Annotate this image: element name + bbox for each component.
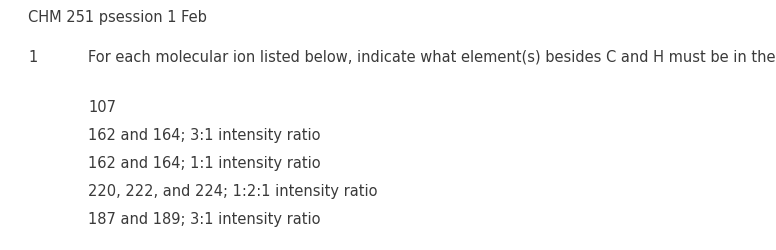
- Text: 220, 222, and 224; 1:2:1 intensity ratio: 220, 222, and 224; 1:2:1 intensity ratio: [88, 183, 377, 198]
- Text: For each molecular ion listed below, indicate what element(s) besides C and H mu: For each molecular ion listed below, ind…: [88, 50, 776, 65]
- Text: 187 and 189; 3:1 intensity ratio: 187 and 189; 3:1 intensity ratio: [88, 211, 320, 226]
- Text: 107: 107: [88, 100, 116, 114]
- Text: 162 and 164; 3:1 intensity ratio: 162 and 164; 3:1 intensity ratio: [88, 128, 320, 142]
- Text: 1: 1: [28, 50, 37, 65]
- Text: 162 and 164; 1:1 intensity ratio: 162 and 164; 1:1 intensity ratio: [88, 156, 320, 170]
- Text: CHM 251 psession 1 Feb: CHM 251 psession 1 Feb: [28, 10, 207, 25]
